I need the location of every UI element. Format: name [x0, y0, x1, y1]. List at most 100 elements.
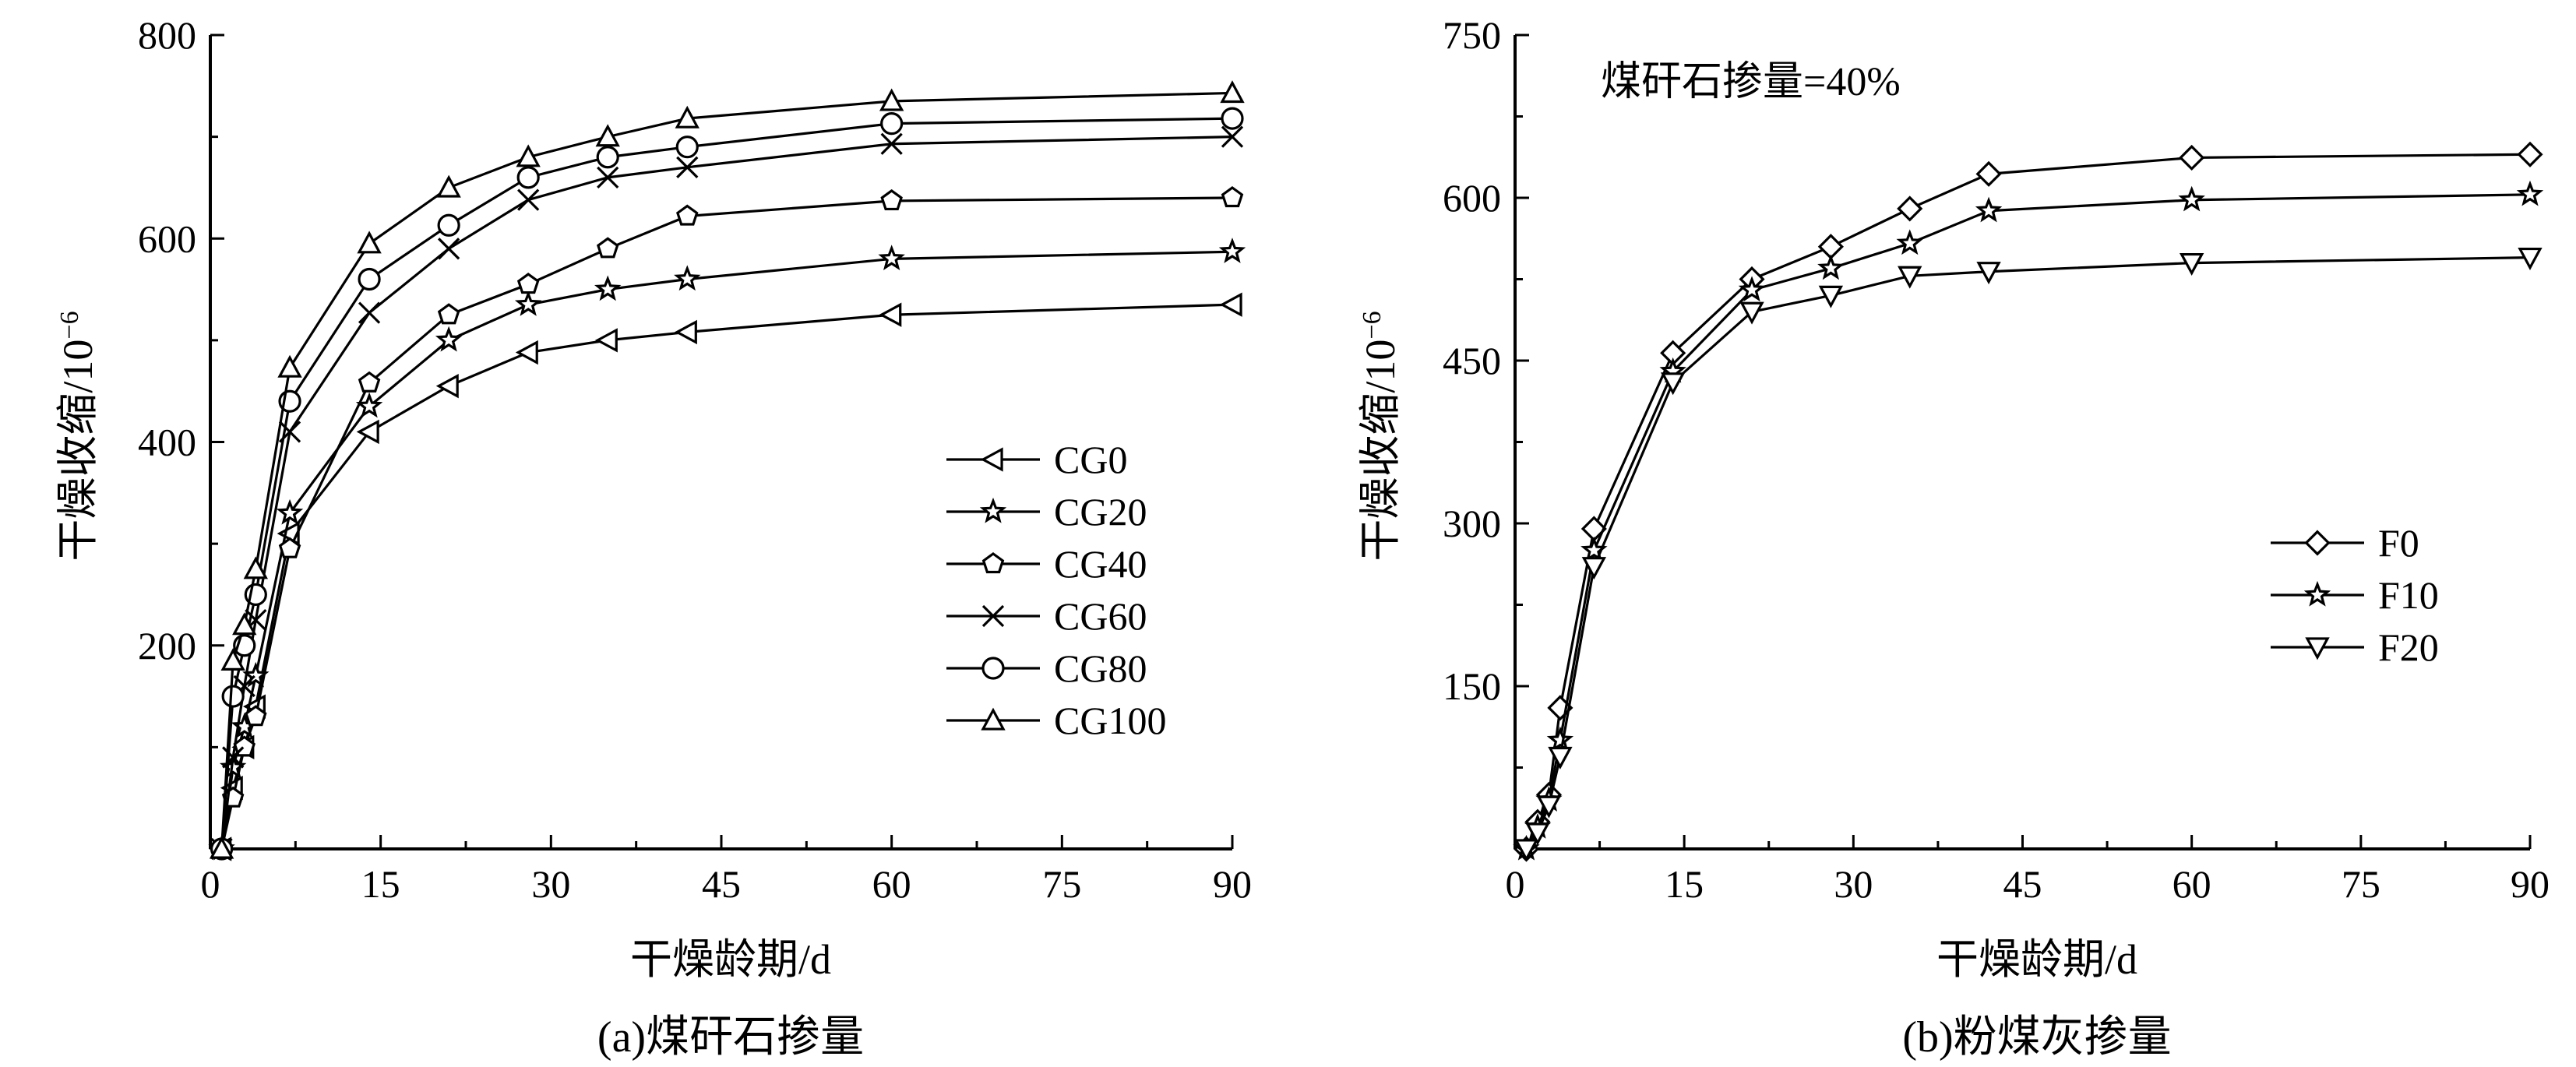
chart-b-legend-label: F10	[2378, 573, 2439, 617]
chart-a-data-point	[675, 105, 700, 129]
chart-a-legend-item: CG100	[946, 699, 1166, 742]
chart-a-data-point	[438, 238, 460, 260]
chart-b-legend-item: F0	[2271, 521, 2419, 565]
chart-b-y-tick-label: 300	[1443, 502, 1501, 545]
chart-b-legend-label: F20	[2378, 625, 2439, 669]
chart-a-legend-item: CG0	[946, 438, 1127, 481]
chart-b-x-tick-label: 90	[2511, 862, 2550, 906]
chart-a-data-point	[597, 166, 619, 189]
chart-b-y-tick-label: 750	[1443, 13, 1501, 57]
chart-a-x-tick-label: 15	[361, 862, 400, 906]
chart-b-y-tick-label: 450	[1443, 339, 1501, 382]
chart-b-legend-marker	[2304, 530, 2331, 556]
chart-b-data-point	[1975, 196, 2003, 223]
chart-a-data-point	[1218, 238, 1246, 263]
chart-a-ylabel: 干燥收缩/10−6	[55, 311, 101, 561]
chart-a-x-tick-label: 75	[1042, 862, 1081, 906]
chart-a-legend-marker	[980, 447, 1003, 472]
chart-a-data-point	[1221, 186, 1244, 208]
chart-a-legend-label: CG100	[1054, 699, 1166, 742]
chart-b-data-point	[1976, 262, 2001, 285]
chart-a-legend-label: CG0	[1054, 438, 1127, 481]
chart-b-data-point	[2179, 252, 2204, 276]
chart-b-y-tick-label: 600	[1443, 176, 1501, 220]
chart-b-x-tick-label: 15	[1665, 862, 1704, 906]
chart-b-legend-item: F20	[2271, 625, 2439, 669]
chart-a-legend-marker	[981, 707, 1006, 731]
chart-a-y-tick-label: 600	[138, 217, 196, 260]
chart-b-data-point	[1514, 839, 1539, 862]
chart-a-data-point	[880, 188, 903, 211]
chart-b-xlabel: 干燥龄期/d	[1936, 936, 2137, 983]
chart-b-ylabel-text: 干燥收缩/10	[1357, 340, 1404, 562]
chart-a-series	[208, 80, 1246, 861]
chart-b-data-point	[2516, 180, 2544, 206]
chart-a-data-point	[675, 136, 699, 159]
chart-a-data-point	[674, 265, 701, 291]
chart-a-data-point	[358, 371, 381, 393]
chart-a-data-point	[220, 647, 245, 671]
chart-b-data-point	[1536, 795, 1562, 819]
chart-a-data-point	[594, 328, 618, 353]
chart-a-series-cg100	[209, 80, 1245, 859]
chart-a-data-point	[355, 392, 383, 418]
chart-a-data-point	[595, 124, 620, 147]
chart-a-data-point	[358, 267, 381, 291]
chart-a-data-point	[516, 166, 540, 189]
chart-a-data-point	[435, 326, 463, 352]
chart-b-data-point	[1661, 372, 1686, 396]
chart-a-legend-label: CG40	[1054, 542, 1147, 586]
chart-b-data-point	[1546, 726, 1574, 752]
chart-a-data-point	[676, 156, 699, 178]
chart-a-data-point	[879, 302, 902, 327]
chart-a-legend-item: CG20	[946, 490, 1147, 534]
chart-a-data-point	[437, 213, 460, 237]
chart-a-data-point	[880, 112, 904, 136]
chart-a-data-point	[879, 88, 904, 111]
chart-b-data-point	[2178, 185, 2205, 212]
chart-a-data-point	[277, 354, 302, 378]
chart-b-data-point	[2518, 247, 2543, 270]
chart-a-axes: 0 15 30 45 60 75 90 200 400 600 800	[138, 13, 1252, 906]
chart-a-legend-label: CG60	[1054, 594, 1147, 638]
chart-b-ylabel: 干燥收缩/10−6	[1357, 311, 1404, 561]
chart-b-y-tick-label: 150	[1443, 664, 1501, 708]
chart-b-series-f20	[1514, 247, 2543, 862]
chart-b-x-tick-label: 30	[1834, 862, 1873, 906]
chart-a-ylabel-exponent: −6	[55, 311, 84, 339]
chart-a-x-tick-label: 0	[201, 862, 220, 906]
chart-b-annotation: 煤矸石掺量=40%	[1601, 60, 1901, 104]
chart-a-data-point	[1221, 125, 1244, 148]
chart-b-legend-marker	[2303, 580, 2331, 607]
chart-a-data-point	[674, 319, 697, 345]
chart-b-data-point	[1897, 195, 1923, 222]
chart-a-data-point	[278, 537, 301, 558]
chart-b-data-point	[1896, 229, 1923, 255]
chart-b-data-point	[1738, 276, 1766, 302]
chart-a-legend: CG0 CG20 CG40 CG60 CG80 CG100	[946, 438, 1166, 742]
chart-b-data-point	[1581, 557, 1607, 580]
chart-a-data-point	[1219, 292, 1242, 317]
chart-a-data-point	[594, 275, 622, 301]
chart-b-x-tick-label: 60	[2173, 862, 2211, 906]
chart-a-data-point	[436, 174, 461, 198]
chart-b-data-point	[1818, 285, 1844, 308]
chart-a-x-tick-label: 45	[702, 862, 741, 906]
chart-b-data-point	[1817, 254, 1845, 280]
chart-a-y-tick-label: 400	[138, 421, 196, 464]
chart-b-data-point	[1898, 266, 1922, 289]
chart-a-legend-marker	[981, 604, 1005, 628]
chart-b-axes: 0 15 30 45 60 75 90 150 300 450 600 750	[1443, 13, 2550, 906]
chart-a-data-point	[435, 373, 459, 399]
chart-a-legend-label: CG80	[1054, 646, 1147, 690]
chart-a-data-point	[357, 231, 382, 254]
chart-b-x-tick-label: 75	[2342, 862, 2380, 906]
chart-b-data-point	[1525, 822, 1550, 846]
chart-a-x-tick-label: 30	[531, 862, 570, 906]
chart-b-legend-item: F10	[2271, 573, 2439, 617]
chart-a-ylabel-text: 干燥收缩/10	[55, 340, 101, 562]
chart-a-data-point	[356, 419, 379, 445]
chart-a-legend-item: CG40	[946, 542, 1147, 586]
chart-b-data-point	[2179, 144, 2205, 171]
chart-a-data-point	[596, 237, 619, 259]
